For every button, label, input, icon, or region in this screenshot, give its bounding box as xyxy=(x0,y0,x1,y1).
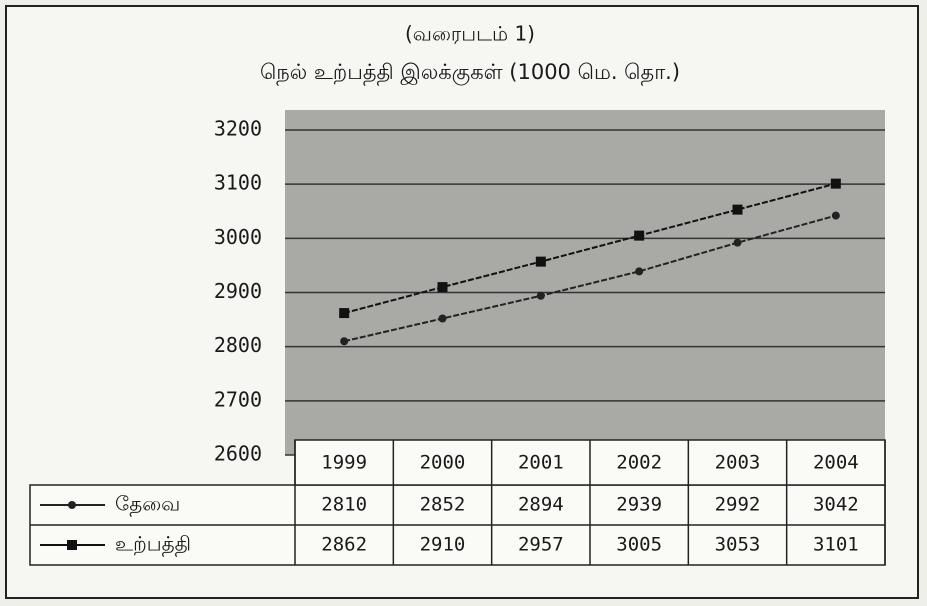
legend-label: தேவை xyxy=(115,492,180,517)
point xyxy=(438,314,447,323)
x-tick-label: 2002 xyxy=(616,452,662,474)
table-value: 2862 xyxy=(321,534,367,556)
point xyxy=(733,238,742,247)
table-value: 2910 xyxy=(420,534,466,556)
x-tick-label: 2001 xyxy=(518,452,564,474)
point xyxy=(635,267,644,276)
table-value: 3042 xyxy=(813,494,859,516)
point xyxy=(830,178,841,189)
legend-label: உற்பத்தி xyxy=(115,532,191,557)
series-line xyxy=(343,214,837,343)
x-tick-label: 2003 xyxy=(715,452,761,474)
table-value: 2852 xyxy=(420,494,466,516)
series-line xyxy=(343,182,837,315)
y-tick-label: 3200 xyxy=(214,117,262,141)
table-value: 2810 xyxy=(321,494,367,516)
legend-marker xyxy=(67,540,77,550)
table-value: 2992 xyxy=(715,494,761,516)
y-tick-label: 2800 xyxy=(214,333,262,357)
plot-area xyxy=(285,110,885,455)
y-tick-label: 3000 xyxy=(214,225,262,249)
point xyxy=(535,256,546,267)
x-tick-label: 2004 xyxy=(813,452,859,474)
x-tick-label: 1999 xyxy=(321,452,367,474)
point xyxy=(437,282,448,293)
y-tick-label: 2600 xyxy=(214,442,262,466)
table-value: 2957 xyxy=(518,534,564,556)
point xyxy=(634,230,645,241)
y-tick-label: 3100 xyxy=(214,171,262,195)
point xyxy=(339,308,350,319)
table-value: 2894 xyxy=(518,494,564,516)
point xyxy=(536,291,545,300)
chart-subtitle: (வரைபடம் 1) xyxy=(405,22,535,46)
y-tick-label: 2900 xyxy=(214,279,262,303)
point xyxy=(340,337,349,346)
y-tick-label: 2700 xyxy=(214,387,262,411)
chart-title: நெல் உற்பத்தி இலக்குகள் (1000 மெ. தொ.) xyxy=(260,60,680,86)
table-value: 2939 xyxy=(616,494,662,516)
table-value: 3101 xyxy=(813,534,859,556)
point xyxy=(831,211,840,220)
legend-marker xyxy=(68,501,76,509)
x-tick-label: 2000 xyxy=(420,452,466,474)
table-value: 3053 xyxy=(715,534,761,556)
point xyxy=(732,204,743,215)
table-value: 3005 xyxy=(616,534,662,556)
